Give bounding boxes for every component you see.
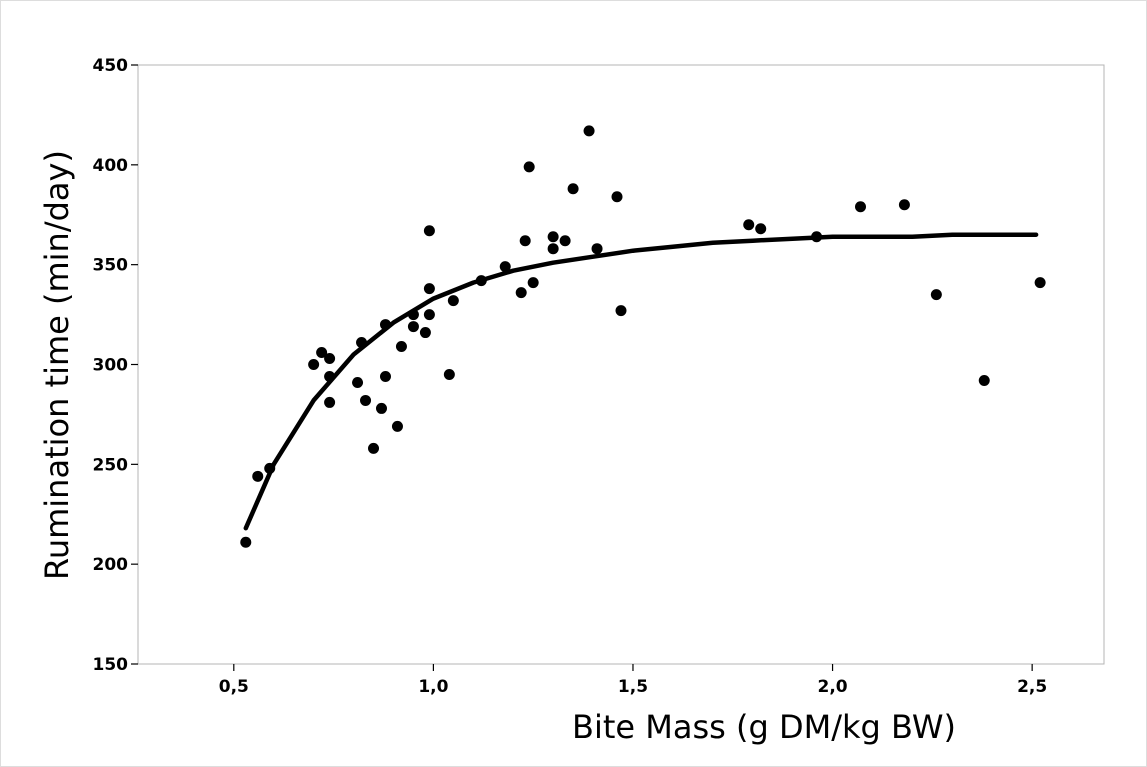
data-point xyxy=(264,462,276,474)
data-point xyxy=(447,295,459,307)
x-tick-label: 1,5 xyxy=(618,677,648,697)
data-point xyxy=(419,327,431,339)
y-tick-label: 450 xyxy=(93,56,129,76)
data-point xyxy=(523,161,535,173)
x-tick-label: 2,5 xyxy=(1017,677,1047,697)
data-point xyxy=(1034,277,1046,289)
data-point xyxy=(407,321,419,333)
x-tick-label: 2,0 xyxy=(817,677,847,697)
data-point xyxy=(559,235,571,247)
data-point xyxy=(368,442,380,454)
data-point xyxy=(316,347,328,359)
data-point xyxy=(898,199,910,211)
data-point xyxy=(475,275,487,287)
data-point xyxy=(755,223,767,235)
data-point xyxy=(391,420,403,432)
data-point xyxy=(611,191,623,203)
data-point xyxy=(356,337,368,349)
data-point xyxy=(743,219,755,231)
data-point xyxy=(583,125,595,137)
y-tick-label: 400 xyxy=(93,156,129,176)
data-point xyxy=(591,243,603,255)
data-point xyxy=(423,283,435,295)
data-point xyxy=(252,470,264,482)
y-tick-label: 300 xyxy=(93,356,129,376)
y-axis-title: Rumination time (min/day) xyxy=(38,150,76,580)
y-tick-label: 150 xyxy=(93,655,129,675)
y-axis: 150 200 250 300 350 400 450 xyxy=(93,56,138,675)
data-point xyxy=(930,289,942,301)
data-point xyxy=(324,396,336,408)
data-point xyxy=(567,183,579,195)
y-tick-label: 200 xyxy=(93,555,129,575)
data-point xyxy=(515,287,527,299)
data-point xyxy=(375,402,387,414)
data-point xyxy=(855,201,867,213)
data-point xyxy=(547,243,559,255)
data-point xyxy=(308,359,320,370)
data-point xyxy=(395,341,407,353)
data-point xyxy=(519,235,531,247)
fitted-curve xyxy=(243,232,1039,531)
data-point xyxy=(407,309,419,321)
data-point xyxy=(379,319,391,331)
data-point xyxy=(615,305,627,317)
data-point xyxy=(240,536,252,548)
x-axis-title: Bite Mass (g DM/kg BW) xyxy=(572,708,956,746)
data-point xyxy=(360,394,372,406)
x-tick-label: 1,0 xyxy=(418,677,448,697)
data-point xyxy=(811,231,823,243)
data-point xyxy=(499,261,511,273)
data-point xyxy=(379,370,391,382)
data-point xyxy=(547,231,559,243)
x-tick-label: 0,5 xyxy=(219,677,249,697)
data-point xyxy=(423,309,435,321)
y-tick-label: 350 xyxy=(93,256,129,276)
scatter-points xyxy=(240,125,1046,548)
data-point xyxy=(443,368,455,380)
x-axis: 0,5 1,0 1,5 2,0 2,5 xyxy=(219,664,1047,697)
data-point xyxy=(978,374,990,386)
y-tick-label: 250 xyxy=(93,455,129,475)
data-point xyxy=(352,376,364,388)
data-point xyxy=(324,370,336,382)
data-point xyxy=(527,277,539,289)
data-point xyxy=(324,353,336,365)
data-point xyxy=(423,225,435,237)
